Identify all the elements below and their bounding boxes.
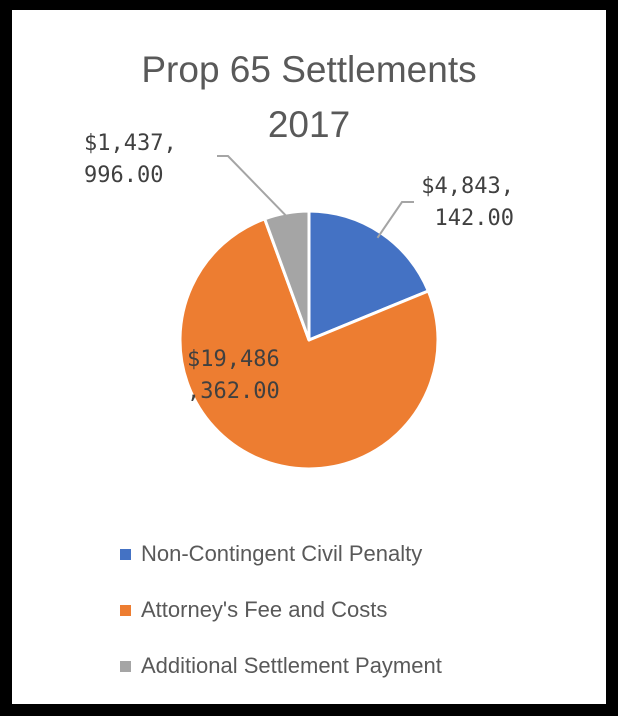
data-label-additional-payment: $1,437, 996.00 [84, 131, 177, 188]
leader-line-civil-penalty [376, 201, 414, 239]
pie-chart: $4,843, 142.00 $19,486,362.00 $1,437, 996.00 [84, 131, 514, 471]
chart-title-line-2: 2017 [267, 104, 351, 145]
legend-item-attorney-fees: Attorney's Fee and Costs [120, 596, 442, 624]
legend-item-civil-penalty: Non-Contingent Civil Penalty [120, 540, 442, 568]
data-label-civil-penalty: $4,843, 142.00 [421, 174, 514, 231]
data-label-attorney-fees: $19,486,362.00 [187, 347, 280, 404]
chart-legend: Non-Contingent Civil Penalty Attorney's … [120, 540, 442, 708]
legend-item-additional-payment: Additional Settlement Payment [120, 652, 442, 680]
pie-slice-attorney-fees [178, 217, 440, 471]
legend-swatch-additional-payment [120, 660, 131, 672]
legend-swatch-attorney-fees [120, 604, 131, 616]
legend-swatch-civil-penalty [120, 548, 131, 560]
chart-frame: Prop 65 Settlements 2017 $4,843, 142.00 $1… [12, 10, 606, 704]
legend-label-civil-penalty: Non-Contingent Civil Penalty [141, 541, 423, 566]
chart-title-line-1: Prop 65 Settlements [141, 49, 477, 90]
leader-line-additional-payment [217, 155, 288, 218]
legend-label-attorney-fees: Attorney's Fee and Costs [141, 597, 388, 622]
pie-slice-additional-payment [263, 209, 311, 342]
legend-label-additional-payment: Additional Settlement Payment [141, 653, 442, 678]
